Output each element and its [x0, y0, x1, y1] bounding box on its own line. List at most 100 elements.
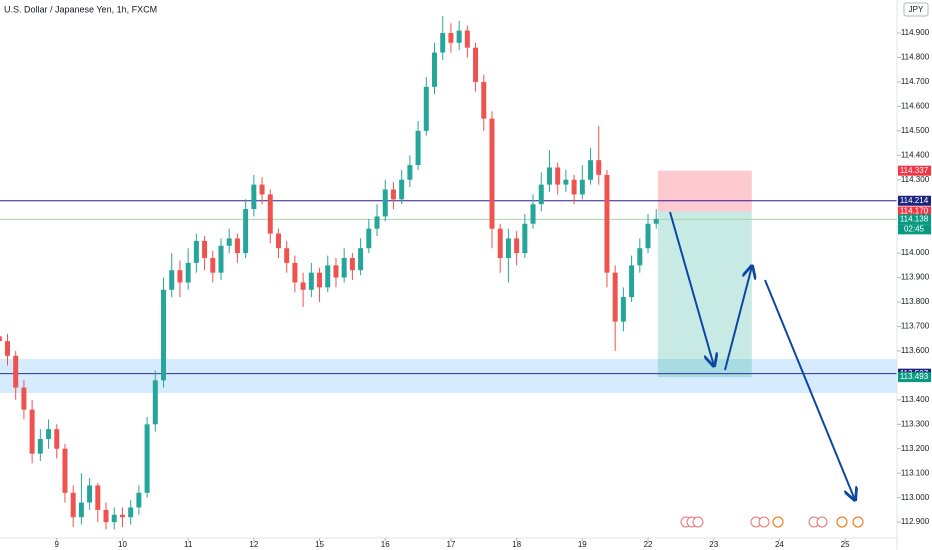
- price-label: 113.493: [900, 372, 929, 381]
- candle-body: [169, 270, 175, 290]
- y-tick-label: 114.600: [901, 101, 930, 110]
- candle-body: [152, 380, 158, 425]
- candle-body: [382, 189, 388, 217]
- candle-body: [29, 409, 35, 454]
- candle-body: [349, 257, 355, 271]
- candle-body: [259, 184, 265, 195]
- y-tick-label: 114.300: [901, 175, 930, 184]
- candle-body: [234, 238, 240, 254]
- candle-body: [37, 438, 43, 454]
- candle-body: [103, 509, 109, 523]
- candle-body: [308, 272, 314, 290]
- candle-body: [87, 485, 93, 503]
- event-icon: [758, 516, 770, 528]
- candle-body: [637, 248, 643, 266]
- candle-body: [128, 507, 134, 518]
- candle-body: [456, 30, 462, 43]
- candle-body: [596, 160, 602, 175]
- event-icons: [680, 516, 864, 528]
- price-label-box: [898, 165, 931, 176]
- candle-body: [473, 47, 479, 82]
- price-axis: [897, 0, 932, 550]
- x-tick-label: 22: [644, 540, 653, 549]
- candle-body: [161, 289, 167, 381]
- candle-body: [407, 165, 413, 180]
- candle-body: [119, 514, 125, 518]
- candle-body: [464, 30, 470, 48]
- arrow: [724, 266, 752, 371]
- candle-body: [612, 272, 618, 322]
- candle-body: [530, 204, 536, 224]
- candle-body: [144, 424, 150, 493]
- y-tick-label: 114.500: [901, 126, 930, 135]
- candle-body: [275, 233, 281, 249]
- candle-body: [514, 238, 520, 254]
- candle-body: [538, 184, 544, 205]
- event-icon: [836, 516, 848, 528]
- candle-body: [95, 485, 101, 510]
- candle-body: [546, 167, 552, 185]
- y-tick-label: 114.000: [901, 248, 930, 257]
- price-label: 114.337: [900, 166, 929, 175]
- axis-layer: 112.900 113.000 113.100 113.200 113.300 113.4…: [55, 28, 931, 549]
- target-box: [657, 211, 752, 378]
- candle-body: [4, 341, 10, 356]
- candle-body: [604, 174, 610, 273]
- y-tick-label: 113.900: [901, 273, 930, 282]
- x-tick-label: 11: [184, 540, 193, 549]
- y-tick-label: 113.700: [901, 322, 930, 331]
- event-icon: [852, 516, 864, 528]
- y-tick-label: 113.800: [901, 297, 930, 306]
- candle-body: [62, 448, 68, 493]
- candle-body: [497, 228, 503, 258]
- currency-box[interactable]: [903, 2, 929, 17]
- stop-box: [657, 170, 752, 212]
- y-tick-label: 112.900: [901, 517, 930, 526]
- candle-body: [325, 265, 331, 288]
- candle-body: [218, 245, 224, 273]
- y-tick-label: 113.100: [901, 468, 930, 477]
- x-tick-label: 18: [512, 540, 521, 549]
- candle-body: [243, 209, 249, 254]
- candle-body: [70, 492, 76, 518]
- candle-body: [46, 429, 52, 439]
- time-axis: [0, 538, 897, 550]
- y-tick-label: 113.000: [901, 493, 930, 502]
- x-tick-label: 24: [775, 540, 784, 549]
- candle-body: [21, 387, 27, 410]
- candle-body: [390, 189, 396, 200]
- candle-body: [423, 86, 429, 131]
- candle-body: [366, 228, 372, 249]
- candle-body: [440, 33, 446, 53]
- price-label-box: [898, 372, 931, 383]
- x-tick-label: 10: [118, 540, 127, 549]
- price-label-box: [898, 214, 931, 225]
- y-tick-label: 114.400: [901, 150, 930, 159]
- candle-body: [267, 194, 273, 234]
- support-zone: [0, 358, 897, 393]
- event-icon: [772, 516, 784, 528]
- candle-body: [317, 272, 323, 288]
- y-tick-label: 113.400: [901, 395, 930, 404]
- price-label-box: [898, 206, 931, 217]
- candle-body: [579, 179, 585, 195]
- candle-body: [78, 502, 84, 518]
- chart-title: U.S. Dollar / Japanese Yen, 1h, FXCM: [4, 4, 157, 14]
- x-tick-label: 12: [249, 540, 258, 549]
- candle-body: [555, 167, 561, 185]
- candle-body: [210, 257, 216, 273]
- price-label: 114.214: [900, 196, 929, 205]
- candle-body: [292, 262, 298, 283]
- x-tick-label: 15: [315, 540, 324, 549]
- candle-body: [358, 248, 364, 271]
- candle-body: [251, 184, 257, 210]
- price-label-box: [898, 195, 931, 206]
- candle-body: [13, 355, 19, 388]
- x-tick-label: 25: [841, 540, 850, 549]
- candle-body: [571, 179, 577, 195]
- candle-body: [489, 118, 495, 229]
- x-tick-label: 23: [709, 540, 718, 549]
- candle-body: [202, 240, 208, 258]
